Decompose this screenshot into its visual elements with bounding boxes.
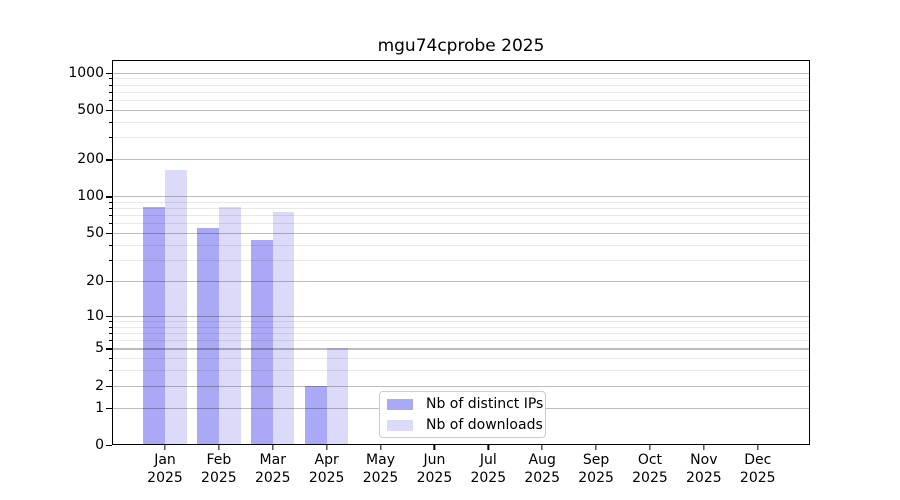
x-tick-sep xyxy=(595,445,597,450)
y-tick-label-20: 20 xyxy=(86,272,104,289)
bar-downloads-apr xyxy=(326,348,349,445)
x-tick-label-jun: Jun 2025 xyxy=(416,452,453,486)
x-tick-jun xyxy=(433,445,436,450)
x-tick-jul xyxy=(487,445,489,450)
y-tick-label-1: 1 xyxy=(95,399,104,416)
bar-downloads-mar xyxy=(272,212,295,445)
x-tick-feb xyxy=(218,445,220,450)
legend-swatch-downloads xyxy=(387,419,413,431)
y-tick-label-1000: 1000 xyxy=(68,64,104,81)
bar-distinct-ips-apr xyxy=(304,385,327,445)
x-tick-label-jul: Jul 2025 xyxy=(470,452,507,486)
x-tick-label-nov: Nov 2025 xyxy=(686,452,722,486)
legend-item-distinct-ips: Nb of distinct IPs xyxy=(387,394,545,415)
legend-item-downloads: Nb of downloads xyxy=(387,415,545,436)
x-tick-label-may: May 2025 xyxy=(362,452,399,486)
chart-title: mgu74cprobe 2025 xyxy=(377,36,545,56)
legend-swatch-distinct-ips xyxy=(387,398,413,410)
plot-area: 0 1 2 5 10 20 50 100 200 500 1000 Jan 2025 Feb 2025 M… xyxy=(68,60,810,486)
x-tick-mar xyxy=(272,445,274,450)
bar-distinct-ips-feb xyxy=(197,228,219,445)
x-tick-label-apr: Apr 2025 xyxy=(308,452,345,486)
y-tick-label-2: 2 xyxy=(95,377,104,394)
x-tick-label-jan: Jan 2025 xyxy=(147,452,183,486)
y-tick-0 xyxy=(106,445,112,447)
bar-downloads-jan xyxy=(165,169,187,445)
y-tick-label-10: 10 xyxy=(86,307,104,324)
y-tick-label-5: 5 xyxy=(95,340,104,357)
bar-distinct-ips-jan xyxy=(143,206,165,445)
x-tick-dec xyxy=(757,445,759,450)
x-tick-jan xyxy=(164,445,166,450)
y-tick-label-100: 100 xyxy=(77,188,104,205)
x-tick-label-aug: Aug 2025 xyxy=(524,452,560,486)
x-tick-apr xyxy=(325,445,328,450)
bar-distinct-ips-mar xyxy=(251,239,273,445)
x-tick-label-dec: Dec 2025 xyxy=(739,452,776,486)
x-tick-label-sep: Sep 2025 xyxy=(578,452,614,486)
x-tick-label-mar: Mar 2025 xyxy=(254,452,291,486)
x-tick-oct xyxy=(649,445,651,450)
y-tick-label-500: 500 xyxy=(77,102,104,118)
x-tick-label-feb: Feb 2025 xyxy=(201,452,237,486)
x-tick-nov xyxy=(703,445,705,450)
x-tick-may xyxy=(379,445,382,450)
legend-label-downloads: Nb of downloads xyxy=(426,417,543,433)
legend: Nb of distinct IPs Nb of downloads xyxy=(379,391,546,438)
y-tick-label-50: 50 xyxy=(86,225,104,242)
bars-layer xyxy=(112,60,810,445)
y-tick-label-200: 200 xyxy=(77,151,104,168)
y-tick-label-0: 0 xyxy=(95,437,104,453)
x-tick-label-oct: Oct 2025 xyxy=(632,452,668,486)
legend-label-distinct-ips: Nb of distinct IPs xyxy=(426,396,544,412)
x-tick-aug xyxy=(541,445,543,450)
bar-downloads-feb xyxy=(218,206,241,445)
